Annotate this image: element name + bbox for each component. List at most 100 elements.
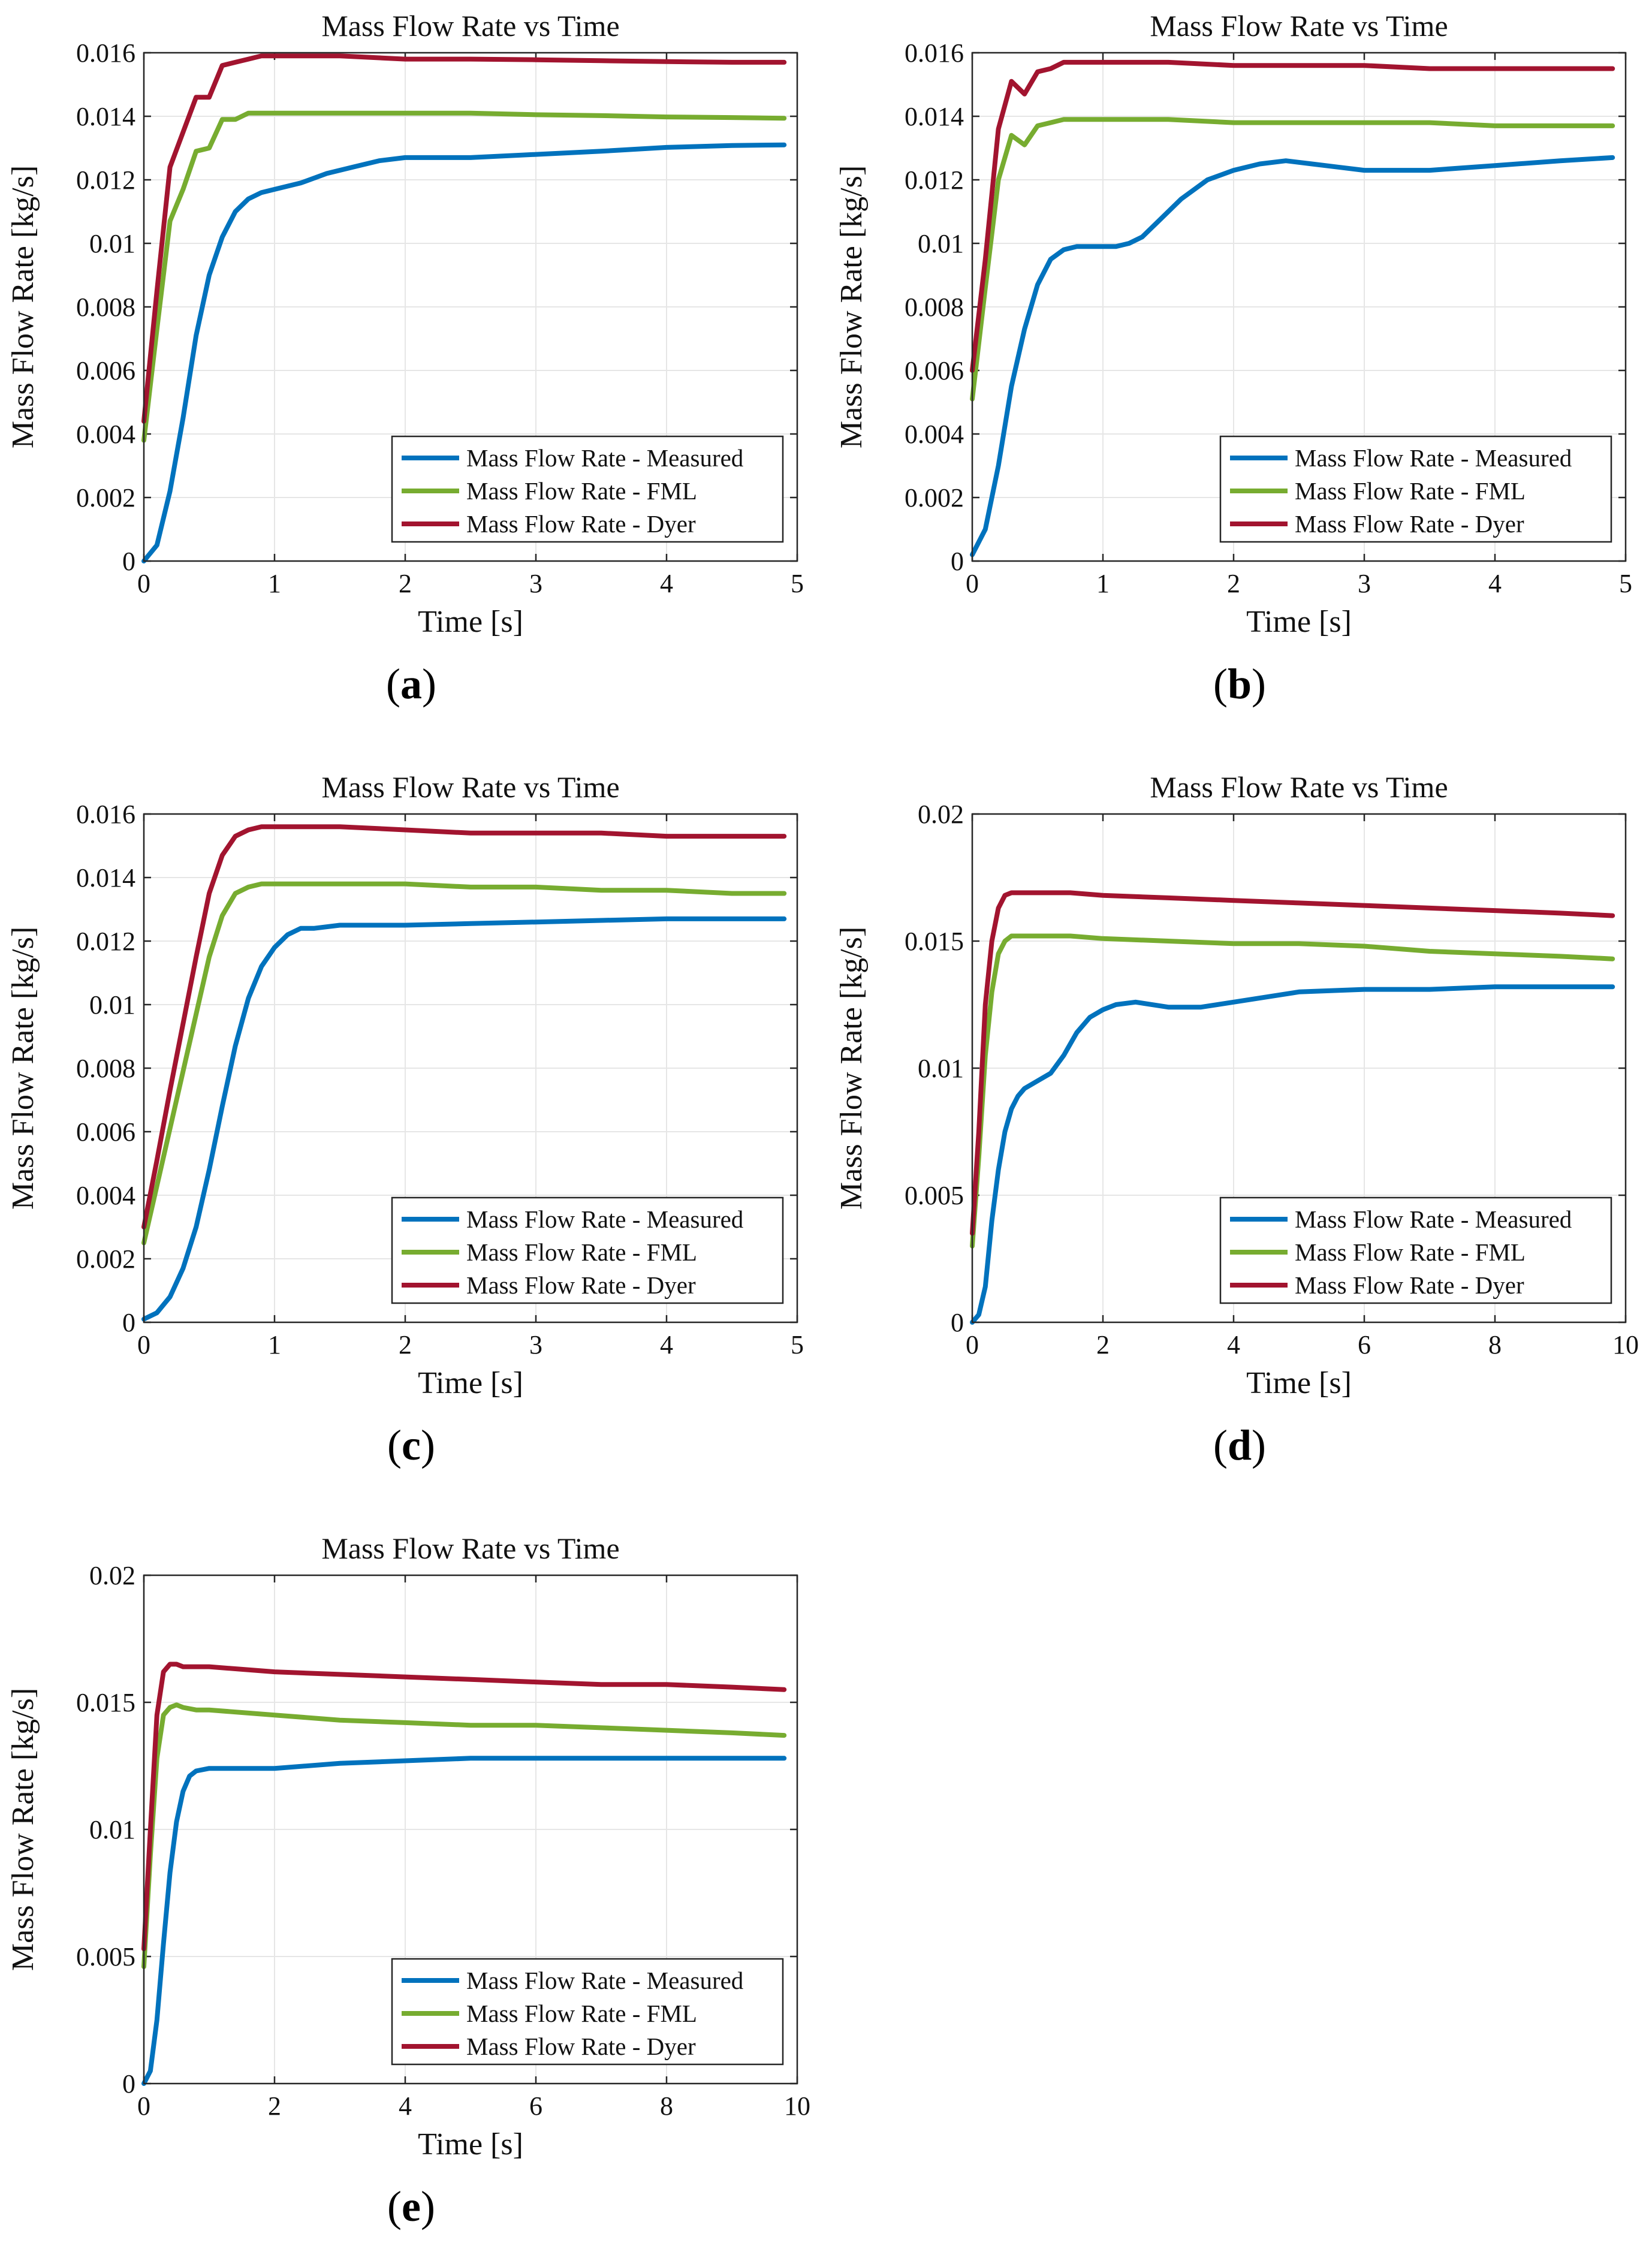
y-tick-label: 0.02 bbox=[89, 1561, 135, 1590]
x-tick-label: 4 bbox=[399, 2091, 412, 2121]
y-tick-label: 0.008 bbox=[76, 293, 135, 322]
x-tick-label: 5 bbox=[1619, 569, 1632, 598]
legend-entry-label: Mass Flow Rate - FML bbox=[466, 2000, 697, 2027]
chart-panel-d: 0 2 4 6 8 10 0 0.005 0.01 0.015 0.02 Mass Flow Rate… bbox=[834, 770, 1639, 1469]
series-line-measured bbox=[970, 155, 1615, 557]
y-tick-label: 0.015 bbox=[905, 927, 964, 956]
y-tick-label: 0.01 bbox=[918, 1054, 964, 1083]
x-axis-label: Time [s] bbox=[418, 2127, 523, 2161]
x-tick-label: 5 bbox=[791, 1330, 804, 1359]
series-line-fml bbox=[141, 1702, 787, 1969]
chart-panel-b: 0 1 2 3 4 5 0 0.002 0.004 0.006 0.008 0.01 0.012 0.01… bbox=[834, 9, 1632, 708]
chart-panel-c: 0 1 2 3 4 5 0 0.002 0.004 0.006 0.008 0.01 0.012 0.01… bbox=[6, 770, 804, 1469]
y-tick-label: 0 bbox=[951, 1308, 964, 1337]
series-line-measured bbox=[141, 1756, 787, 2086]
y-tick-label: 0.006 bbox=[76, 356, 135, 385]
y-tick-label: 0.015 bbox=[76, 1688, 135, 1717]
y-tick-label: 0.016 bbox=[905, 38, 964, 68]
x-tick-label: 8 bbox=[1488, 1330, 1502, 1359]
legend-entry-label: Mass Flow Rate - Dyer bbox=[1295, 510, 1524, 538]
chart-title: Mass Flow Rate vs Time bbox=[321, 9, 619, 43]
chart-title: Mass Flow Rate vs Time bbox=[1150, 770, 1448, 804]
y-tick-label: 0.01 bbox=[89, 990, 135, 1020]
y-tick-label: 0.004 bbox=[76, 420, 135, 449]
chart-title: Mass Flow Rate vs Time bbox=[321, 770, 619, 804]
plot-frame bbox=[143, 813, 798, 1324]
x-tick-label: 6 bbox=[1358, 1330, 1371, 1359]
chart-panel-a: 0 1 2 3 4 5 0 0.002 0.004 0.006 0.008 0.01 0.012 0.01… bbox=[6, 9, 804, 708]
y-tick-label: 0.002 bbox=[76, 1244, 135, 1274]
plot-frame bbox=[971, 813, 1627, 1324]
legend-entry-label: Mass Flow Rate - Measured bbox=[466, 1967, 743, 1994]
series-line-dyer bbox=[141, 1662, 787, 1952]
x-tick-label: 5 bbox=[791, 569, 804, 598]
y-tick-label: 0 bbox=[122, 1308, 135, 1337]
x-axis-label: Time [s] bbox=[1246, 605, 1352, 639]
chart-title: Mass Flow Rate vs Time bbox=[321, 1532, 619, 1565]
x-tick-label: 3 bbox=[1358, 569, 1371, 598]
legend-entry-label: Mass Flow Rate - FML bbox=[466, 1238, 697, 1266]
plot-frame bbox=[143, 1574, 798, 2085]
y-axis-label: Mass Flow Rate [kg/s] bbox=[6, 927, 40, 1210]
x-tick-label: 0 bbox=[966, 1330, 979, 1359]
x-tick-label: 1 bbox=[268, 569, 281, 598]
legend-entry-label: Mass Flow Rate - Dyer bbox=[466, 510, 696, 538]
legend-entry-label: Mass Flow Rate - Measured bbox=[1295, 444, 1572, 472]
legend-entry-label: Mass Flow Rate - Measured bbox=[466, 444, 743, 472]
y-tick-label: 0 bbox=[951, 547, 964, 576]
x-tick-label: 2 bbox=[1227, 569, 1240, 598]
x-tick-label: 6 bbox=[529, 2091, 542, 2121]
x-tick-label: 1 bbox=[1096, 569, 1110, 598]
series-line-fml bbox=[141, 881, 787, 1246]
x-tick-label: 2 bbox=[1096, 1330, 1110, 1359]
panel-label: (b) bbox=[1213, 660, 1266, 708]
series-line-fml bbox=[970, 117, 1615, 402]
y-tick-label: 0.002 bbox=[76, 483, 135, 512]
y-tick-label: 0.016 bbox=[76, 38, 135, 68]
y-tick-label: 0.006 bbox=[76, 1117, 135, 1147]
legend-entry-label: Mass Flow Rate - FML bbox=[1295, 1238, 1526, 1266]
x-tick-label: 0 bbox=[137, 569, 150, 598]
y-tick-label: 0.004 bbox=[905, 420, 964, 449]
chart-title: Mass Flow Rate vs Time bbox=[1150, 9, 1448, 43]
y-tick-label: 0.008 bbox=[76, 1054, 135, 1083]
chart-panel-e: 0 2 4 6 8 10 0 0.005 0.01 0.015 0.02 Mass Flow Rate… bbox=[6, 1532, 810, 2230]
x-tick-label: 2 bbox=[268, 2091, 281, 2121]
series-line-measured bbox=[141, 142, 787, 563]
y-axis-label: Mass Flow Rate [kg/s] bbox=[834, 165, 869, 448]
series-line-dyer bbox=[970, 59, 1615, 373]
x-tick-label: 4 bbox=[1227, 1330, 1240, 1359]
y-tick-label: 0.014 bbox=[76, 102, 135, 131]
legend-entry-label: Mass Flow Rate - Dyer bbox=[466, 2033, 696, 2060]
plot-frame bbox=[971, 52, 1627, 562]
legend-entry-label: Mass Flow Rate - FML bbox=[1295, 477, 1526, 505]
y-tick-label: 0.005 bbox=[905, 1181, 964, 1210]
panel-label: (c) bbox=[387, 1421, 435, 1469]
x-tick-label: 8 bbox=[660, 2091, 673, 2121]
legend: Mass Flow Rate - Measured Mass Flow Rate … bbox=[1219, 435, 1612, 543]
y-tick-label: 0.014 bbox=[905, 102, 964, 131]
y-tick-label: 0.01 bbox=[918, 229, 964, 258]
x-axis-label: Time [s] bbox=[418, 605, 523, 639]
y-tick-label: 0.012 bbox=[76, 165, 135, 195]
x-tick-label: 3 bbox=[529, 569, 542, 598]
legend: Mass Flow Rate - Measured Mass Flow Rate … bbox=[1219, 1196, 1612, 1304]
y-tick-label: 0.01 bbox=[89, 1815, 135, 1844]
y-tick-label: 0.02 bbox=[918, 800, 964, 829]
legend-entry-label: Mass Flow Rate - Dyer bbox=[466, 1271, 696, 1299]
x-axis-label: Time [s] bbox=[1246, 1366, 1352, 1400]
x-tick-label: 1 bbox=[268, 1330, 281, 1359]
plot-frame bbox=[143, 52, 798, 562]
x-tick-label: 3 bbox=[529, 1330, 542, 1359]
legend-entry-label: Mass Flow Rate - Measured bbox=[466, 1205, 743, 1233]
series-line-dyer bbox=[141, 53, 787, 424]
legend-entry-label: Mass Flow Rate - Measured bbox=[1295, 1205, 1572, 1233]
legend: Mass Flow Rate - Measured Mass Flow Rate … bbox=[391, 1958, 784, 2066]
panel-label: (e) bbox=[387, 2182, 435, 2230]
x-tick-label: 0 bbox=[966, 569, 979, 598]
legend-entry-label: Mass Flow Rate - Dyer bbox=[1295, 1271, 1524, 1299]
y-tick-label: 0.012 bbox=[76, 927, 135, 956]
series-line-dyer bbox=[141, 824, 787, 1229]
y-tick-label: 0.004 bbox=[76, 1181, 135, 1210]
